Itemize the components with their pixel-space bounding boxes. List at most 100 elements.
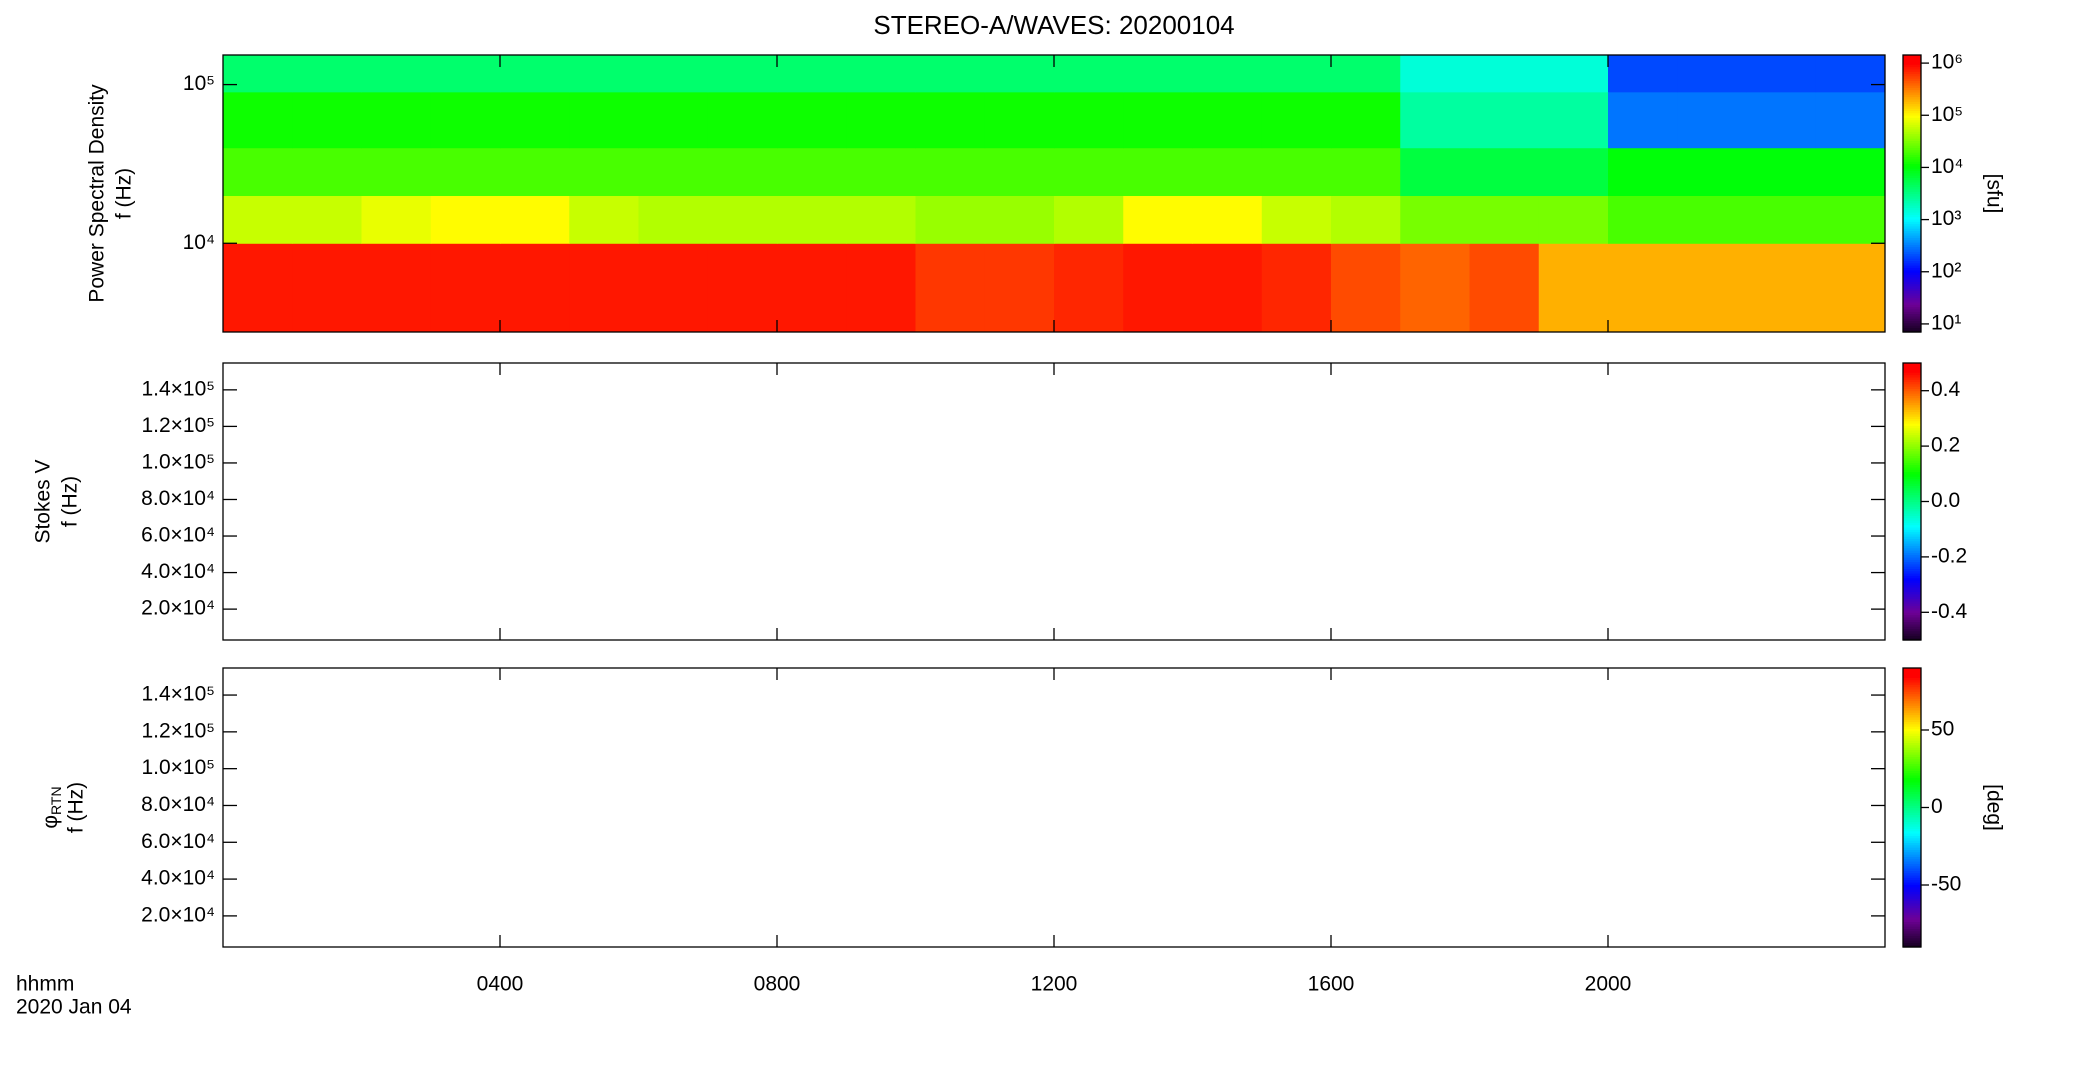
colorbar-swatch xyxy=(1903,930,1921,934)
colorbar-swatch xyxy=(1903,891,1921,895)
heatmap-cell xyxy=(1538,147,1609,197)
colorbar-swatch xyxy=(1903,436,1921,440)
heatmap-cell xyxy=(569,243,639,333)
colorbar-swatch xyxy=(1903,59,1921,63)
colorbar-swatch xyxy=(1903,582,1921,586)
colorbar-swatch xyxy=(1903,847,1921,850)
colorbar-swatch xyxy=(1903,374,1921,378)
colorbar-swatch xyxy=(1903,872,1921,876)
colorbar-swatch xyxy=(1903,207,1921,211)
heatmap-cell xyxy=(1469,243,1540,333)
colorbar-swatch xyxy=(1903,367,1921,371)
heatmap-cell xyxy=(777,55,847,93)
heatmap-cell xyxy=(1331,195,1401,244)
colorbar-swatch xyxy=(1903,177,1921,181)
colorbar-swatch xyxy=(1903,881,1921,885)
colorbar-tick-label: 10³ xyxy=(1931,207,1961,230)
colorbar-swatch xyxy=(1903,616,1921,620)
colorbar-swatch xyxy=(1903,278,1921,282)
colorbar-swatch xyxy=(1903,241,1921,245)
colorbar-swatch xyxy=(1903,295,1921,298)
colorbar-swatch xyxy=(1903,78,1921,81)
colorbar-swatch xyxy=(1903,381,1921,385)
colorbar-swatch xyxy=(1903,854,1921,857)
colorbar-swatch xyxy=(1903,429,1921,433)
colorbar-swatch xyxy=(1903,781,1921,785)
colorbar-swatch xyxy=(1903,147,1921,151)
colorbar-swatch xyxy=(1903,376,1921,380)
colorbar-swatch xyxy=(1903,466,1921,470)
colorbar-swatch xyxy=(1903,135,1921,139)
colorbar-swatch xyxy=(1903,425,1921,429)
x-tick-label: 0400 xyxy=(477,973,524,996)
heatmap-cell xyxy=(1192,55,1263,93)
colorbar-swatch xyxy=(1903,793,1921,797)
colorbar-frame xyxy=(1902,54,1922,333)
colorbar-swatch xyxy=(1903,262,1921,266)
colorbar-swatch xyxy=(1903,767,1921,771)
colorbar-swatch xyxy=(1903,57,1921,61)
colorbar-swatch xyxy=(1903,418,1921,422)
colorbar-swatch xyxy=(1903,772,1921,776)
colorbar-swatch xyxy=(1903,735,1921,739)
colorbar-swatch xyxy=(1903,600,1921,604)
colorbar-swatch xyxy=(1903,508,1921,512)
colorbar-label: [sfu] xyxy=(1982,174,2005,214)
colorbar-swatch xyxy=(1903,784,1921,788)
colorbar-swatch xyxy=(1903,700,1921,704)
colorbar-swatch xyxy=(1903,411,1921,415)
heatmap-cell xyxy=(1123,147,1193,197)
heatmap-cell xyxy=(1677,91,1747,149)
colorbar-swatch xyxy=(1903,867,1921,871)
colorbar-swatch xyxy=(1903,684,1921,688)
colorbar-swatch xyxy=(1903,923,1921,927)
colorbar-swatch xyxy=(1903,536,1921,540)
colorbar-swatch xyxy=(1903,563,1921,567)
colorbar-swatch xyxy=(1903,485,1921,489)
colorbar-tick-label: 10² xyxy=(1931,259,1961,282)
colorbar-swatch xyxy=(1903,756,1921,760)
colorbar-swatch xyxy=(1903,288,1921,292)
colorbar-swatch xyxy=(1903,533,1921,537)
colorbar-swatch xyxy=(1903,577,1921,581)
colorbar-swatch xyxy=(1903,517,1921,521)
colorbar-tick-label: 10⁶ xyxy=(1931,51,1963,74)
colorbar-swatch xyxy=(1903,372,1921,376)
colorbar-swatch xyxy=(1903,503,1921,507)
colorbar-swatch xyxy=(1903,849,1921,853)
heatmap-cell xyxy=(1469,55,1540,93)
colorbar-swatch xyxy=(1903,455,1921,459)
colorbar-swatch xyxy=(1903,390,1921,394)
y-axis-label: Stokes V xyxy=(32,459,55,543)
colorbar-swatch xyxy=(1903,165,1921,169)
colorbar-swatch xyxy=(1903,306,1921,310)
colorbar-swatch xyxy=(1903,819,1921,823)
colorbar-swatch xyxy=(1903,719,1921,723)
colorbar-swatch xyxy=(1903,584,1921,588)
colorbar-swatch xyxy=(1903,547,1921,551)
heatmap-cell xyxy=(430,91,501,149)
heatmap-cell xyxy=(707,243,778,333)
colorbar-swatch xyxy=(1903,863,1921,867)
colorbar-swatch xyxy=(1903,716,1921,720)
colorbar-swatch xyxy=(1903,73,1921,77)
colorbar-tick-label: 0.0 xyxy=(1931,489,1960,512)
colorbar-swatch xyxy=(1903,464,1921,468)
colorbar-swatch xyxy=(1903,540,1921,544)
heatmap-cell xyxy=(1331,147,1401,197)
colorbar-swatch xyxy=(1903,379,1921,383)
colorbar-swatch xyxy=(1903,737,1921,741)
y-tick-label: 6.0×10⁴ xyxy=(141,830,215,853)
colorbar-swatch xyxy=(1903,211,1921,215)
heatmap-cell xyxy=(500,147,570,197)
heatmap-cell xyxy=(361,91,432,149)
colorbar-swatch xyxy=(1903,487,1921,491)
colorbar-swatch xyxy=(1903,142,1921,146)
colorbar-swatch xyxy=(1903,758,1921,762)
colorbar-swatch xyxy=(1903,919,1921,923)
colorbar-swatch xyxy=(1903,82,1921,86)
colorbar-swatch xyxy=(1903,154,1921,158)
colorbar-swatch xyxy=(1903,131,1921,135)
heatmap-cell xyxy=(1608,55,1678,93)
colorbar-swatch xyxy=(1903,916,1921,920)
